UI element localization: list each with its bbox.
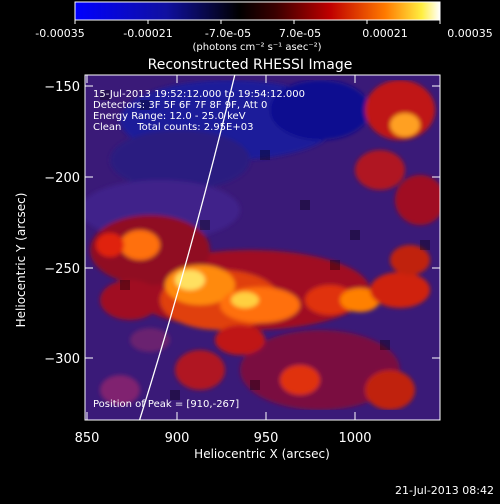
footer-date: 21-Jul-2013 08:42	[395, 484, 494, 497]
info-energy-range: Energy Range: 12.0 - 25.0 keV	[93, 111, 246, 122]
colorbar-tick-label: 0.00035	[447, 27, 493, 40]
info-detectors: Detectors: 3F 5F 6F 7F 8F 9F, Att 0	[93, 100, 267, 111]
x-tick-label: 950	[254, 431, 279, 446]
colorbar-tick-label: -0.00021	[123, 27, 172, 40]
axis-ticks	[85, 75, 440, 420]
x-axis-title: Heliocentric X (arcsec)	[194, 447, 330, 461]
pixel-texture	[100, 90, 430, 400]
solar-limb-line	[138, 75, 236, 420]
peak-position-label: Position of Peak = [910,-267]	[93, 399, 239, 410]
colorbar: -0.00035 -0.00021 -7.0e-05 7.0e-05 0.000…	[35, 1, 493, 53]
y-axis-title: Heliocentric Y (arcsec)	[14, 193, 28, 328]
colorbar-tick-label: 7.0e-05	[279, 27, 321, 40]
plot-title: Reconstructed RHESSI Image	[148, 57, 353, 73]
colorbar-tick-label: -0.00035	[35, 27, 84, 40]
info-time-range: 15-Jul-2013 19:52:12.000 to 19:54:12.000	[93, 89, 305, 100]
colorbar-unit-label: (photons cm⁻² s⁻¹ asec⁻²)	[192, 42, 321, 53]
x-tick-label: 900	[165, 431, 190, 446]
y-tick-label: −150	[44, 80, 80, 95]
info-overlay: 15-Jul-2013 19:52:12.000 to 19:54:12.000…	[93, 89, 305, 133]
colorbar-ticks	[74, 20, 441, 24]
y-tick-label: −200	[44, 171, 80, 186]
colorbar-tick-label: -7.0e-05	[205, 27, 251, 40]
y-tick-label: −300	[44, 352, 80, 367]
colorbar-strip	[74, 1, 441, 21]
x-tick-label: 1000	[338, 431, 371, 446]
y-tick-label: −250	[44, 262, 80, 277]
info-clean-counts: Clean Total counts: 2.95E+03	[93, 122, 253, 133]
emission-map	[85, 80, 440, 410]
colorbar-tick-label: 0.00021	[362, 27, 408, 40]
plot-frame	[84, 74, 441, 421]
x-tick-label: 850	[75, 431, 100, 446]
image-area	[85, 75, 440, 420]
